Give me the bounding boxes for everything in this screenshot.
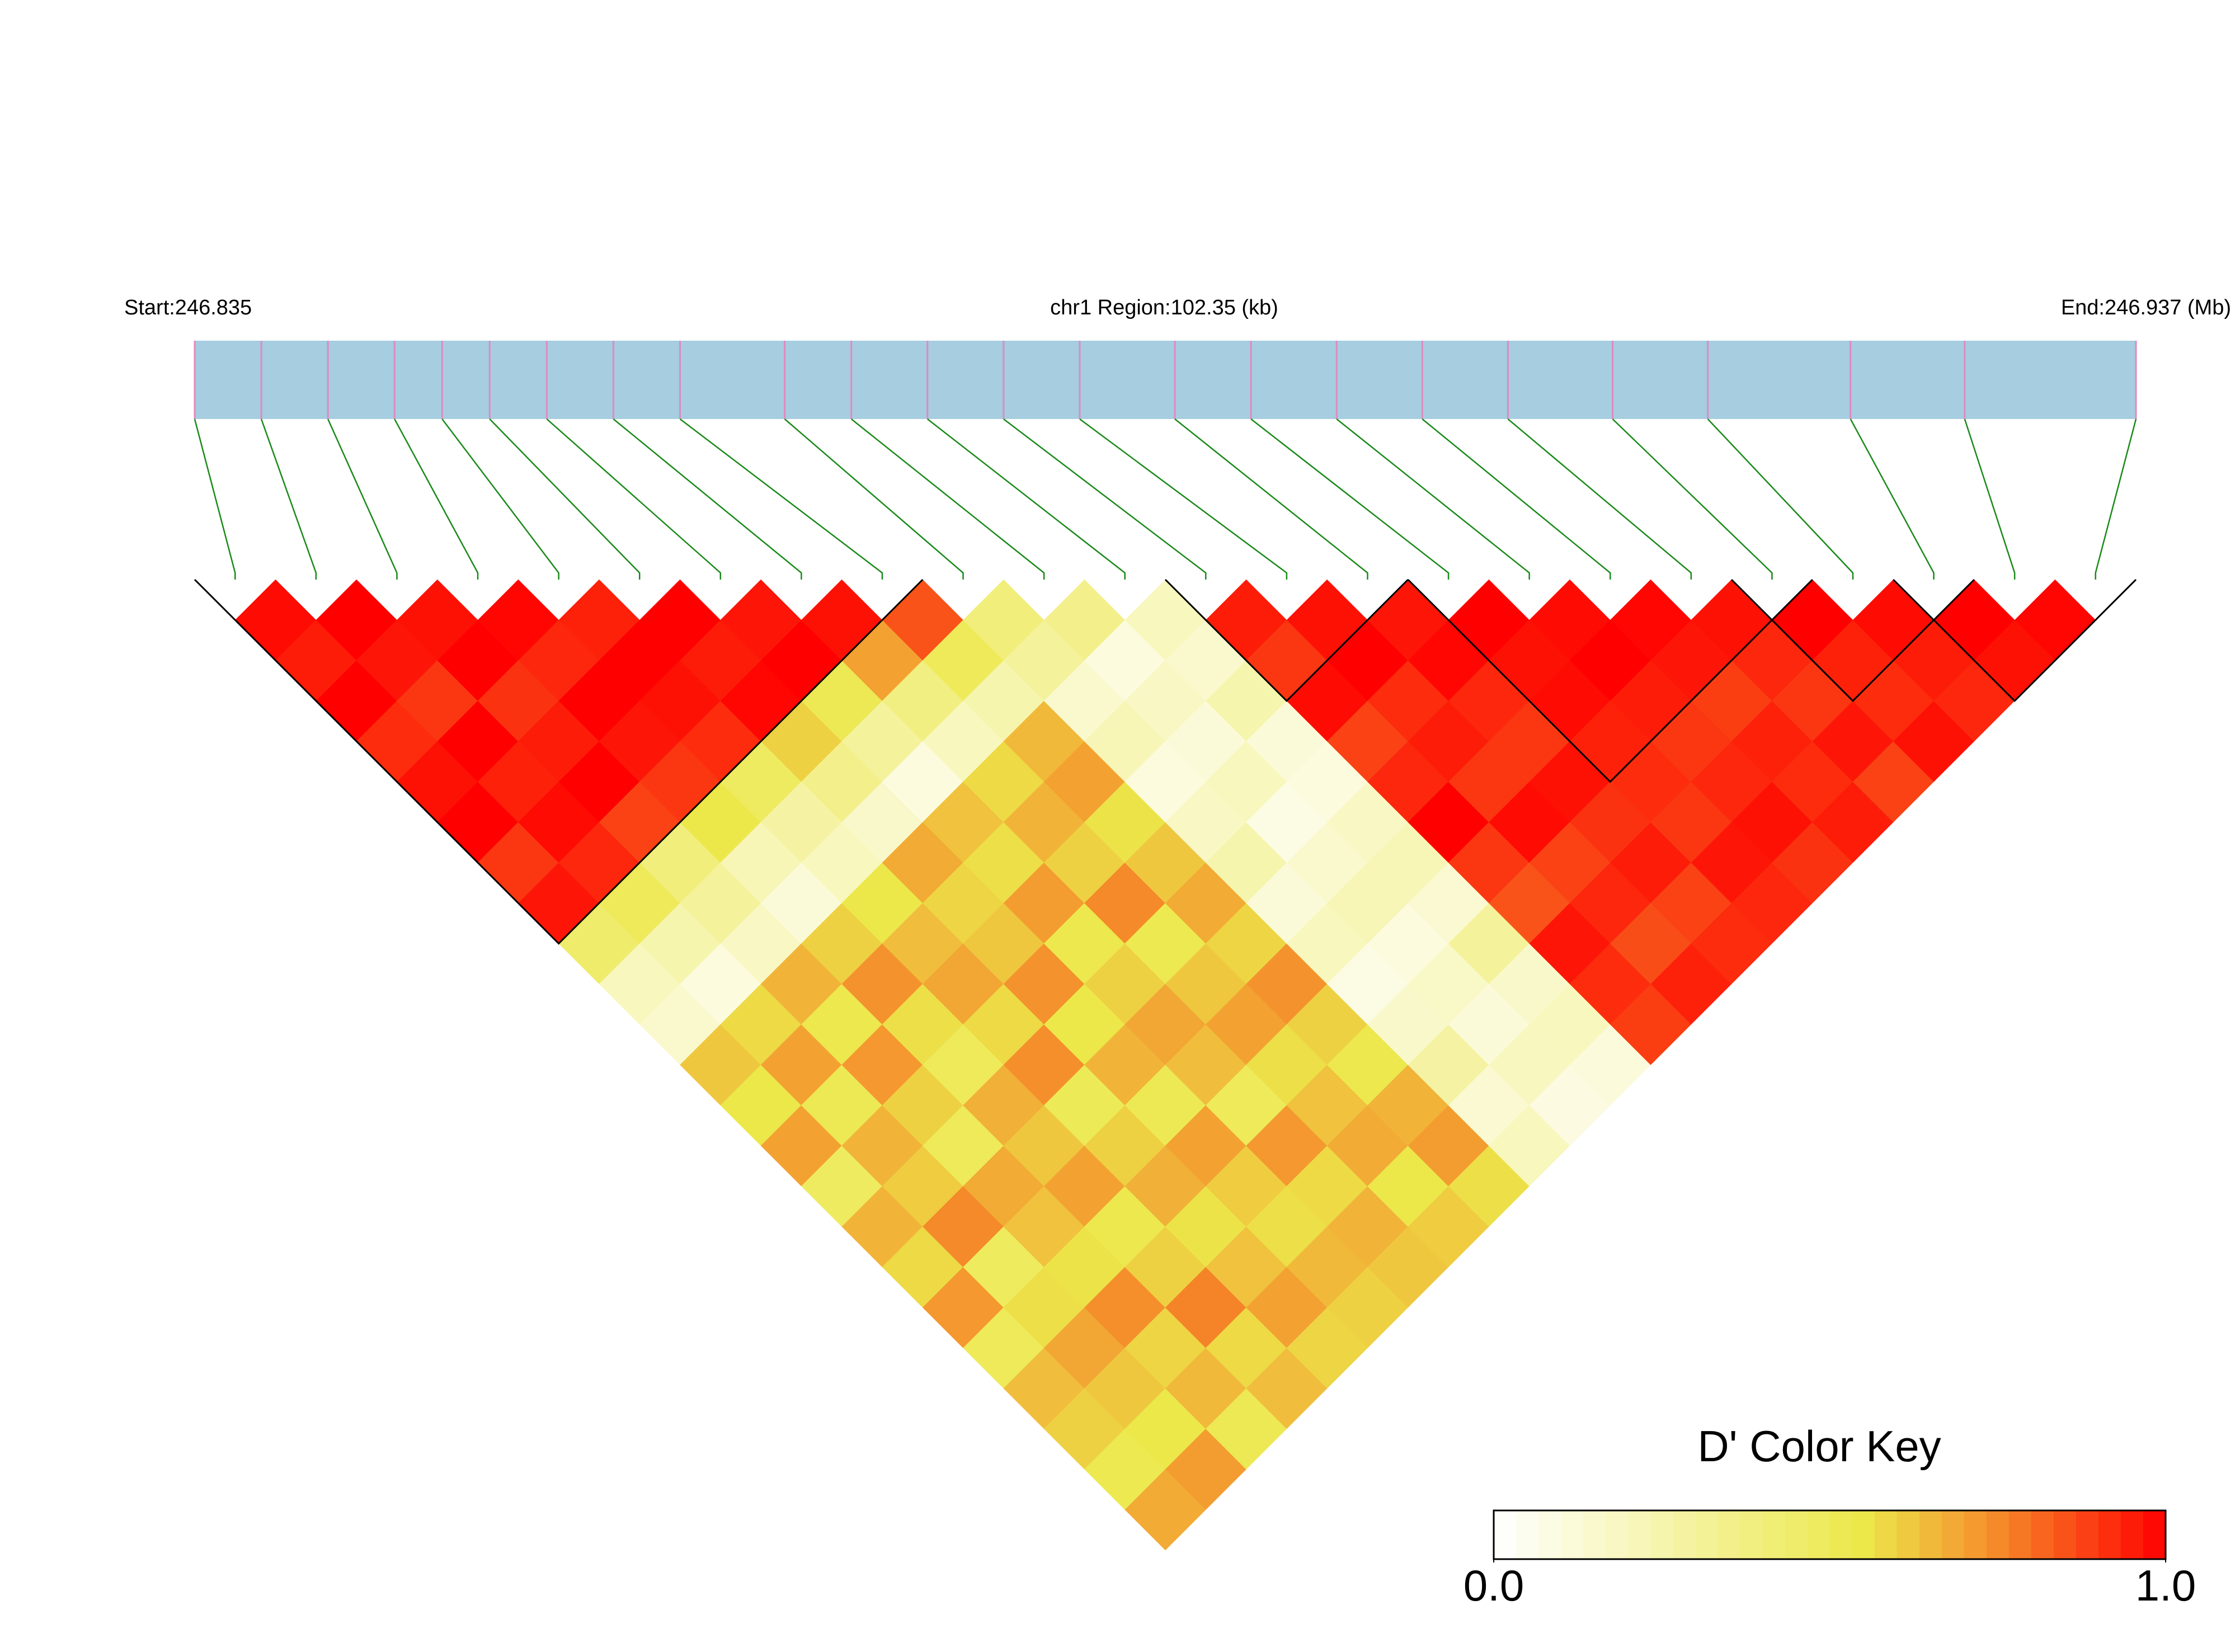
snp-link [1079,418,1288,580]
key-cell [1718,1510,1740,1559]
key-cell [1628,1510,1651,1559]
key-cell [2143,1510,2166,1559]
key-cell [1673,1510,1696,1559]
key-cell [1538,1510,1561,1559]
key-tick-label: 1.0 [2135,1561,2196,1610]
snp-link [1003,418,1207,580]
start-label: Start:246.835 [124,296,252,319]
ld-block [194,578,924,945]
snp-link [441,418,559,580]
key-cell [1874,1510,1898,1559]
end-label: End:246.937 (Mb) [2061,296,2231,319]
snp-link [926,418,1126,580]
key-cell [1516,1510,1539,1559]
key-cell [2031,1510,2054,1559]
key-cell [1941,1510,1965,1559]
snp-link [850,418,1045,580]
key-cell [1964,1510,1987,1559]
key-cell [1695,1510,1718,1559]
snp-link [2095,418,2137,580]
key-cell [1650,1510,1673,1559]
key-cell [2008,1510,2032,1559]
key-cell [1897,1510,1920,1559]
key-cell [1740,1510,1763,1559]
snp-link [394,418,479,580]
region-track [195,341,2136,419]
snp-link [327,418,398,580]
key-cell [1852,1510,1875,1559]
key-cell [2076,1510,2099,1559]
snp-link [489,418,641,580]
snp-link [194,418,236,580]
key-cell [1494,1510,1517,1559]
key-cell [1785,1510,1808,1559]
snp-link [1612,418,1773,580]
key-cell [1561,1510,1584,1559]
key-frame [1493,1509,2167,1560]
ld-block [1407,578,1813,783]
ld-block [1893,578,2137,702]
key-cell [2120,1510,2144,1559]
snp-link [1336,418,1530,580]
key-cell [1762,1510,1785,1559]
snp-link [1174,418,1368,580]
snp-link [1507,418,1692,580]
key-cell [1807,1510,1830,1559]
snp-link [260,418,317,580]
key-cell [2098,1510,2121,1559]
ld-block [1164,578,1409,702]
snp-link [679,418,883,580]
key-cell [1986,1510,2010,1559]
key-cell [1919,1510,1942,1559]
key-cell [1606,1510,1629,1559]
snp-link [1422,418,1611,580]
snp-link [1964,418,2016,580]
snp-link [613,418,802,580]
snp-link [1707,418,1854,580]
key-tick-label: 0.0 [1464,1561,1524,1610]
snp-link [784,418,964,580]
key-cell [1829,1510,1853,1559]
snp-link [546,418,722,580]
snp-link [1850,418,1935,580]
key-cell [2053,1510,2077,1559]
key-title: D' Color Key [1697,1422,1941,1471]
snp-link [1250,418,1450,580]
key-cell [1583,1510,1606,1559]
region-label: chr1 Region:102.35 (kb) [1050,296,1278,319]
